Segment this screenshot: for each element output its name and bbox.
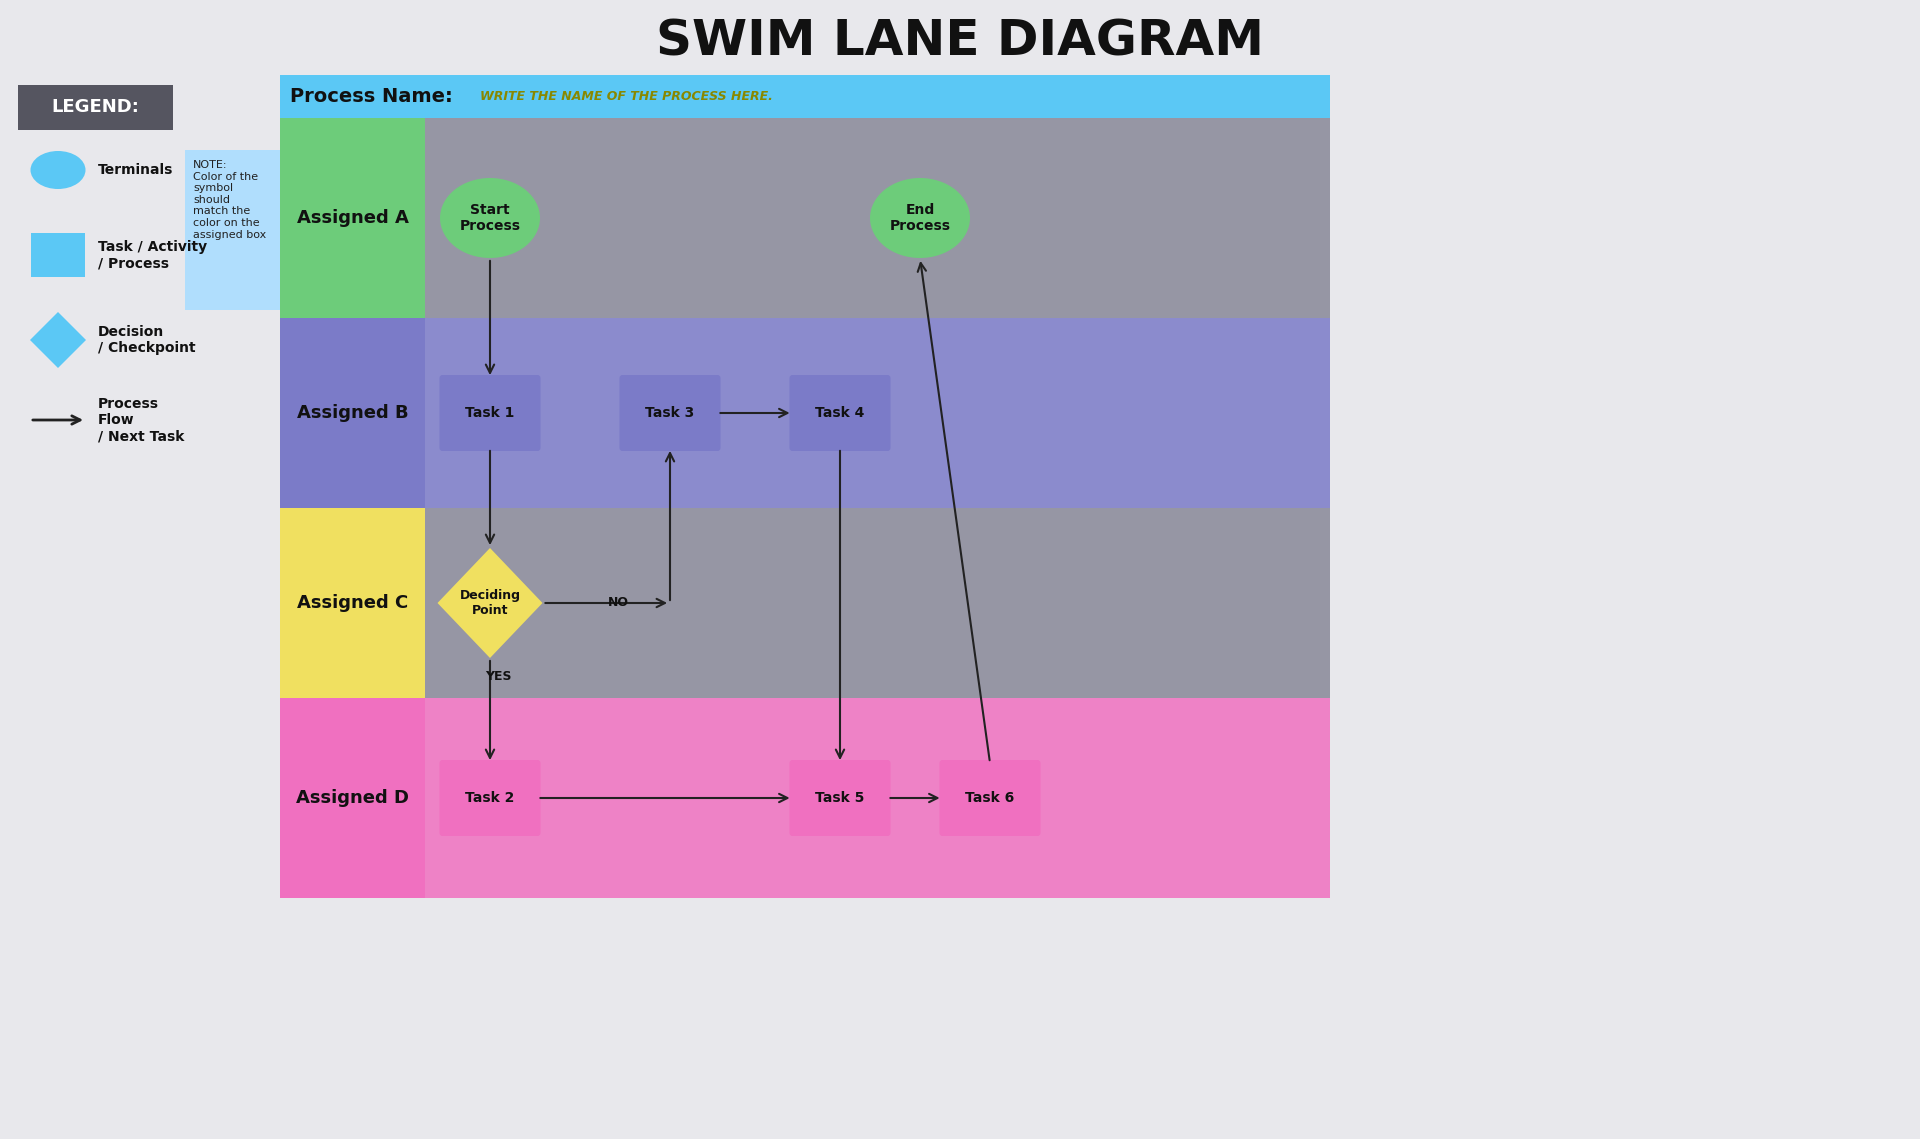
Text: Assigned D: Assigned D [296, 789, 409, 808]
FancyBboxPatch shape [184, 150, 280, 310]
Ellipse shape [870, 178, 970, 259]
Text: Process
Flow
/ Next Task: Process Flow / Next Task [98, 396, 184, 443]
Polygon shape [438, 548, 543, 658]
FancyBboxPatch shape [424, 118, 1331, 318]
Ellipse shape [440, 178, 540, 259]
FancyBboxPatch shape [424, 508, 1331, 698]
Text: Task 3: Task 3 [645, 405, 695, 420]
Text: Terminals: Terminals [98, 163, 173, 177]
FancyBboxPatch shape [424, 318, 1331, 508]
Text: YES: YES [484, 670, 511, 682]
Text: Task 5: Task 5 [816, 790, 864, 805]
FancyBboxPatch shape [280, 508, 424, 698]
Polygon shape [31, 312, 86, 368]
FancyBboxPatch shape [789, 375, 891, 451]
Text: Assigned A: Assigned A [296, 208, 409, 227]
FancyBboxPatch shape [939, 760, 1041, 836]
Text: Task 2: Task 2 [465, 790, 515, 805]
FancyBboxPatch shape [280, 118, 424, 318]
FancyBboxPatch shape [280, 698, 424, 898]
FancyBboxPatch shape [17, 85, 173, 130]
Text: NOTE:
Color of the
symbol
should
match the
color on the
assigned box: NOTE: Color of the symbol should match t… [194, 159, 267, 239]
Text: WRITE THE NAME OF THE PROCESS HERE.: WRITE THE NAME OF THE PROCESS HERE. [480, 90, 774, 103]
Text: Assigned C: Assigned C [298, 595, 409, 612]
Text: NO: NO [609, 597, 628, 609]
Text: Process Name:: Process Name: [290, 87, 453, 106]
Text: End
Process: End Process [889, 203, 950, 233]
FancyBboxPatch shape [440, 760, 541, 836]
FancyBboxPatch shape [280, 318, 424, 508]
FancyBboxPatch shape [789, 760, 891, 836]
Text: LEGEND:: LEGEND: [52, 98, 140, 116]
Ellipse shape [31, 151, 86, 189]
FancyBboxPatch shape [620, 375, 720, 451]
Text: Task 6: Task 6 [966, 790, 1014, 805]
FancyBboxPatch shape [440, 375, 541, 451]
FancyBboxPatch shape [31, 233, 84, 277]
Text: Task / Activity
/ Process: Task / Activity / Process [98, 240, 207, 270]
FancyBboxPatch shape [424, 698, 1331, 898]
FancyBboxPatch shape [280, 75, 1331, 118]
Text: Deciding
Point: Deciding Point [459, 589, 520, 617]
Text: Start
Process: Start Process [459, 203, 520, 233]
Text: Assigned B: Assigned B [298, 404, 409, 423]
Text: Task 1: Task 1 [465, 405, 515, 420]
Text: Decision
/ Checkpoint: Decision / Checkpoint [98, 325, 196, 355]
Text: Task 4: Task 4 [816, 405, 864, 420]
Text: SWIM LANE DIAGRAM: SWIM LANE DIAGRAM [657, 18, 1263, 66]
